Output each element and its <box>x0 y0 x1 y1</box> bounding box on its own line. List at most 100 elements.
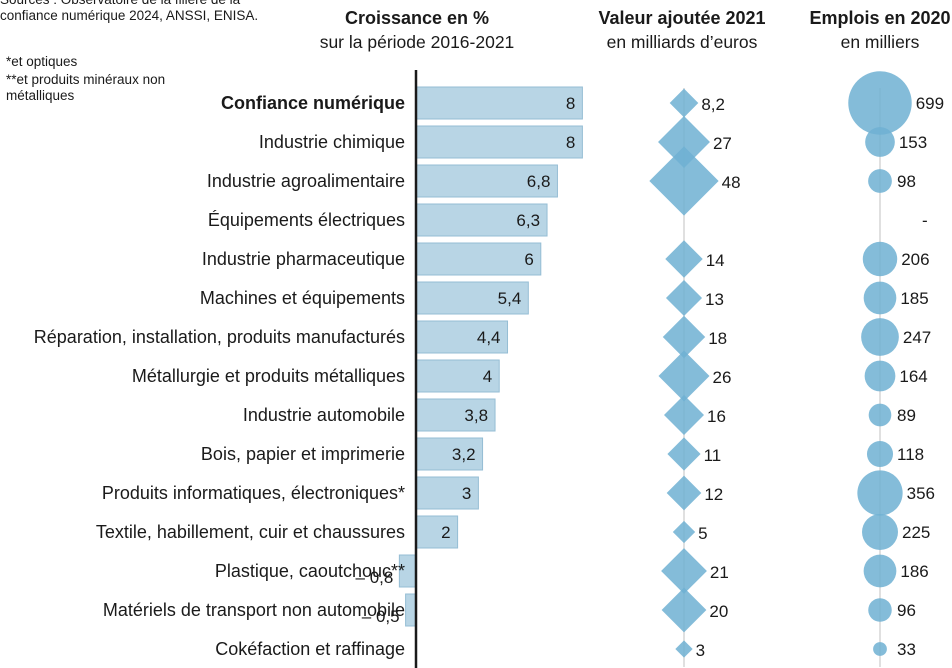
growth-header-subtitle: sur la période 2016-2021 <box>319 32 515 52</box>
category-label-produits-informatiques-electroniques: Produits informatiques, électroniques* <box>102 483 405 503</box>
growth-header-title: Croissance en % <box>344 8 490 28</box>
category-label-industrie-chimique: Industrie chimique <box>259 132 405 152</box>
jobs-label-confiance-numerique: 699 <box>916 94 944 113</box>
value-added-diamond-industrie-automobile <box>664 395 704 435</box>
jobs-label-materiels-de-transport-non-automobile: 96 <box>897 601 916 620</box>
text-labels: Confiance numérique 8 8,2 699 Industrie chim… <box>34 70 944 668</box>
value-added-label-produits-informatiques-electroniques: 12 <box>704 485 723 504</box>
jobs-circle-confiance-numerique <box>848 71 912 135</box>
growth-bar-produits-informatiques-electroniques <box>415 476 479 510</box>
jobs-label-industrie-agroalimentaire: 98 <box>897 172 916 191</box>
growth-bar-machines-et-equipements <box>415 281 529 315</box>
category-label-cokefaction-et-raffinage: Cokéfaction et raffinage <box>215 639 405 659</box>
jobs-label-bois-papier-et-imprimerie: 118 <box>897 445 924 464</box>
growth-bar-confiance-numerique <box>415 86 583 120</box>
category-label-confiance-numerique: Confiance numérique <box>221 93 405 113</box>
jobs-header-subtitle: en milliers <box>840 32 920 52</box>
growth-value-reparation-installation-produits-manufactures: 4,4 <box>477 328 501 347</box>
jobs-label-industrie-chimique: 153 <box>899 133 927 152</box>
growth-value-equipements-electriques: 6,3 <box>516 211 540 230</box>
growth-bar-bois-papier-et-imprimerie <box>415 437 484 471</box>
growth-value-materiels-de-transport-non-automobile: – 0,5 <box>362 607 400 626</box>
footnote-optiques: *et optiques <box>6 54 78 69</box>
jobs-circle-cokefaction-et-raffinage <box>873 642 887 656</box>
growth-bars <box>398 86 583 627</box>
category-label-industrie-pharmaceutique: Industrie pharmaceutique <box>202 249 405 269</box>
value-added-label-industrie-chimique: 27 <box>713 134 732 153</box>
jobs-label-plastique-caoutchouc: 186 <box>900 562 928 581</box>
value-added-diamond-reparation-installation-produits-manufactures <box>662 315 706 359</box>
value-added-label-bois-papier-et-imprimerie: 11 <box>704 446 722 465</box>
value-added-diamond-textile-habillement-cuir-et-chaussures <box>672 520 696 544</box>
growth-value-textile-habillement-cuir-et-chaussures: 2 <box>441 523 450 542</box>
value-added-label-reparation-installation-produits-manufactures: 18 <box>708 329 727 348</box>
value-added-label-industrie-automobile: 16 <box>707 407 726 426</box>
value-added-label-cokefaction-et-raffinage: 3 <box>696 641 705 660</box>
jobs-circle-industrie-automobile <box>868 403 892 427</box>
category-label-machines-et-equipements: Machines et équipements <box>200 288 405 308</box>
jobs-label-machines-et-equipements: 185 <box>900 289 928 308</box>
footnote-mineraux: **et produits minéraux non métalliques <box>6 72 166 103</box>
growth-bar-metallurgie-et-produits-metalliques <box>415 359 500 393</box>
category-label-metallurgie-et-produits-metalliques: Métallurgie et produits métalliques <box>132 366 405 386</box>
jobs-circle-plastique-caoutchouc <box>863 554 897 588</box>
growth-header: Croissance en % sur la période 2016-2021 <box>310 6 524 54</box>
value-added-label-materiels-de-transport-non-automobile: 20 <box>709 602 728 621</box>
jobs-label-reparation-installation-produits-manufactures: 247 <box>903 328 931 347</box>
growth-value-industrie-agroalimentaire: 6,8 <box>527 172 551 191</box>
growth-value-metallurgie-et-produits-metalliques: 4 <box>483 367 492 386</box>
jobs-circle-reparation-installation-produits-manufactures <box>861 318 899 356</box>
jobs-header-title: Emplois en 2020 <box>809 8 951 28</box>
value-added-diamond-materiels-de-transport-non-automobile <box>661 587 707 633</box>
category-label-equipements-electriques: Équipements électriques <box>208 210 405 230</box>
category-label-reparation-installation-produits-manufactures: Réparation, installation, produits manuf… <box>34 327 405 347</box>
jobs-circle-bois-papier-et-imprimerie <box>866 440 894 468</box>
value-added-header: Valeur ajoutée 2021 en milliards d’euros <box>582 6 782 54</box>
value-added-header-subtitle: en milliards d’euros <box>606 32 758 52</box>
jobs-circle-industrie-pharmaceutique <box>862 241 898 277</box>
jobs-label-metallurgie-et-produits-metalliques: 164 <box>899 367 927 386</box>
growth-value-plastique-caoutchouc: – 0,8 <box>356 568 394 587</box>
value-added-diamond-bois-papier-et-imprimerie <box>667 437 701 471</box>
jobs-label-produits-informatiques-electroniques: 356 <box>907 484 935 503</box>
value-added-diamond-industrie-pharmaceutique <box>665 240 703 278</box>
jobs-circle-machines-et-equipements <box>863 281 897 315</box>
category-label-industrie-agroalimentaire: Industrie agroalimentaire <box>207 171 405 191</box>
jobs-label-industrie-pharmaceutique: 206 <box>901 250 929 269</box>
value-added-diamonds <box>649 88 719 658</box>
value-added-label-machines-et-equipements: 13 <box>705 290 724 309</box>
value-added-label-textile-habillement-cuir-et-chaussures: 5 <box>698 524 707 543</box>
category-label-plastique-caoutchouc: Plastique, caoutchouc** <box>215 561 405 581</box>
value-added-diamond-cokefaction-et-raffinage <box>675 640 693 658</box>
source-note: Sources : Observatoire de la filière de … <box>0 0 259 23</box>
growth-bar-industrie-chimique <box>415 125 583 159</box>
value-added-label-metallurgie-et-produits-metalliques: 26 <box>712 368 731 387</box>
category-label-industrie-automobile: Industrie automobile <box>243 405 405 425</box>
value-added-label-industrie-agroalimentaire: 48 <box>722 173 741 192</box>
value-added-label-industrie-pharmaceutique: 14 <box>706 251 725 270</box>
growth-value-machines-et-equipements: 5,4 <box>498 289 522 308</box>
value-added-diamond-industrie-chimique <box>658 116 710 168</box>
jobs-label-equipements-electriques: - <box>922 211 928 230</box>
value-added-label-confiance-numerique: 8,2 <box>701 95 725 114</box>
growth-value-industrie-chimique: 8 <box>566 133 575 152</box>
jobs-label-cokefaction-et-raffinage: 33 <box>897 640 916 659</box>
value-added-diamond-plastique-caoutchouc <box>661 548 707 594</box>
jobs-circle-materiels-de-transport-non-automobile <box>868 598 892 622</box>
growth-value-produits-informatiques-electroniques: 3 <box>462 484 471 503</box>
value-added-diamond-confiance-numerique <box>669 88 699 118</box>
value-added-diamond-metallurgie-et-produits-metalliques <box>658 350 710 402</box>
value-added-diamond-machines-et-equipements <box>665 279 703 317</box>
jobs-circle-produits-informatiques-electroniques <box>857 470 903 516</box>
growth-value-industrie-automobile: 3,8 <box>464 406 488 425</box>
growth-value-confiance-numerique: 8 <box>566 94 575 113</box>
jobs-circles <box>848 71 912 656</box>
value-added-diamond-industrie-agroalimentaire <box>649 146 719 216</box>
jobs-circle-industrie-chimique <box>865 127 895 157</box>
jobs-circle-textile-habillement-cuir-et-chaussures <box>862 514 898 550</box>
growth-bar-textile-habillement-cuir-et-chaussures <box>415 515 459 549</box>
growth-bar-industrie-pharmaceutique <box>415 242 542 276</box>
growth-bar-reparation-installation-produits-manufactures <box>415 320 509 354</box>
value-added-diamond-produits-informatiques-electroniques <box>666 475 702 511</box>
